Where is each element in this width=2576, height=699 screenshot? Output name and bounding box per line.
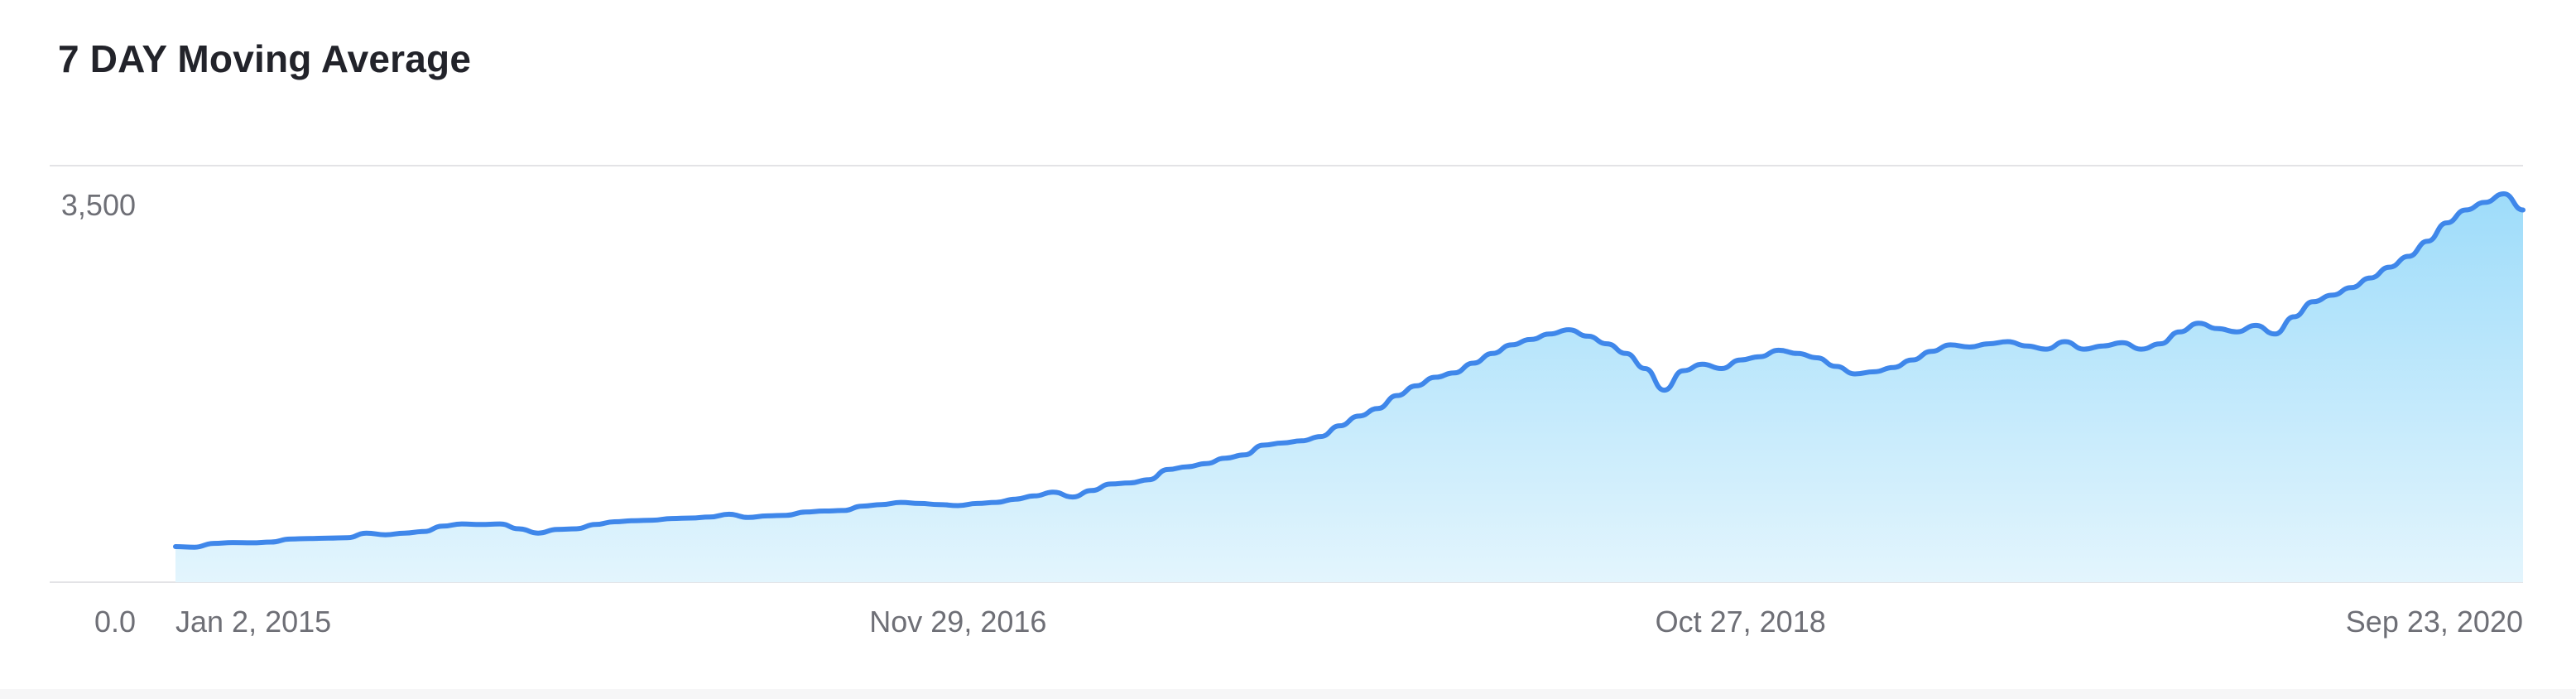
x-tick-label: Jan 2, 2015 bbox=[175, 605, 331, 639]
series-area-fill bbox=[175, 194, 2523, 582]
y-tick-label: 3,500 bbox=[61, 188, 136, 222]
x-tick-label: Nov 29, 2016 bbox=[869, 605, 1046, 639]
x-tick-label: Sep 23, 2020 bbox=[2346, 605, 2523, 639]
x-tick-label: Oct 27, 2018 bbox=[1656, 605, 1826, 639]
y-tick-label: 0.0 bbox=[94, 605, 136, 639]
